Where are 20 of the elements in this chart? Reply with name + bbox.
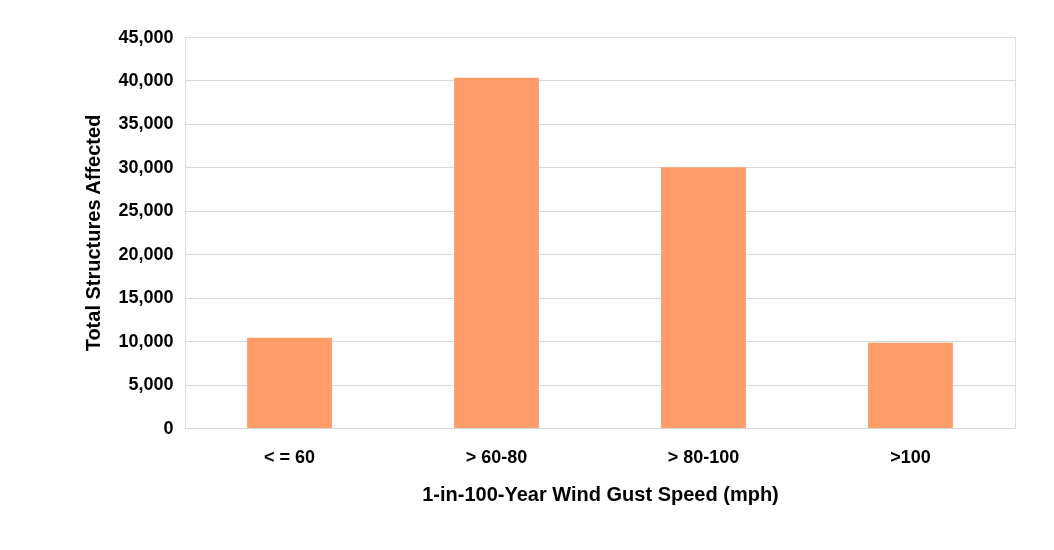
y-tick-label: 25,000 xyxy=(118,200,174,221)
x-axis-title: 1-in-100-Year Wind Gust Speed (mph) xyxy=(422,482,779,505)
y-tick-label: 15,000 xyxy=(118,287,174,308)
bar xyxy=(868,342,953,428)
y-axis-title: Total Structures Affected xyxy=(82,114,105,352)
y-tick-label: 35,000 xyxy=(118,113,174,134)
y-tick-label: 40,000 xyxy=(118,69,174,90)
y-tick-label: 20,000 xyxy=(118,243,174,264)
x-tick-label: > 60-80 xyxy=(465,446,528,467)
bar xyxy=(454,77,539,428)
bar xyxy=(661,167,746,428)
y-tick-label: 5,000 xyxy=(128,374,174,395)
bar xyxy=(247,337,332,428)
x-tick-label: < = 60 xyxy=(264,446,316,467)
y-tick-label: 45,000 xyxy=(118,26,174,47)
x-tick-label: >100 xyxy=(890,446,931,467)
y-tick-label: 0 xyxy=(163,417,174,438)
x-tick-label: > 80-100 xyxy=(667,446,740,467)
y-tick-label: 30,000 xyxy=(118,156,174,177)
y-tick-label: 10,000 xyxy=(118,330,174,351)
